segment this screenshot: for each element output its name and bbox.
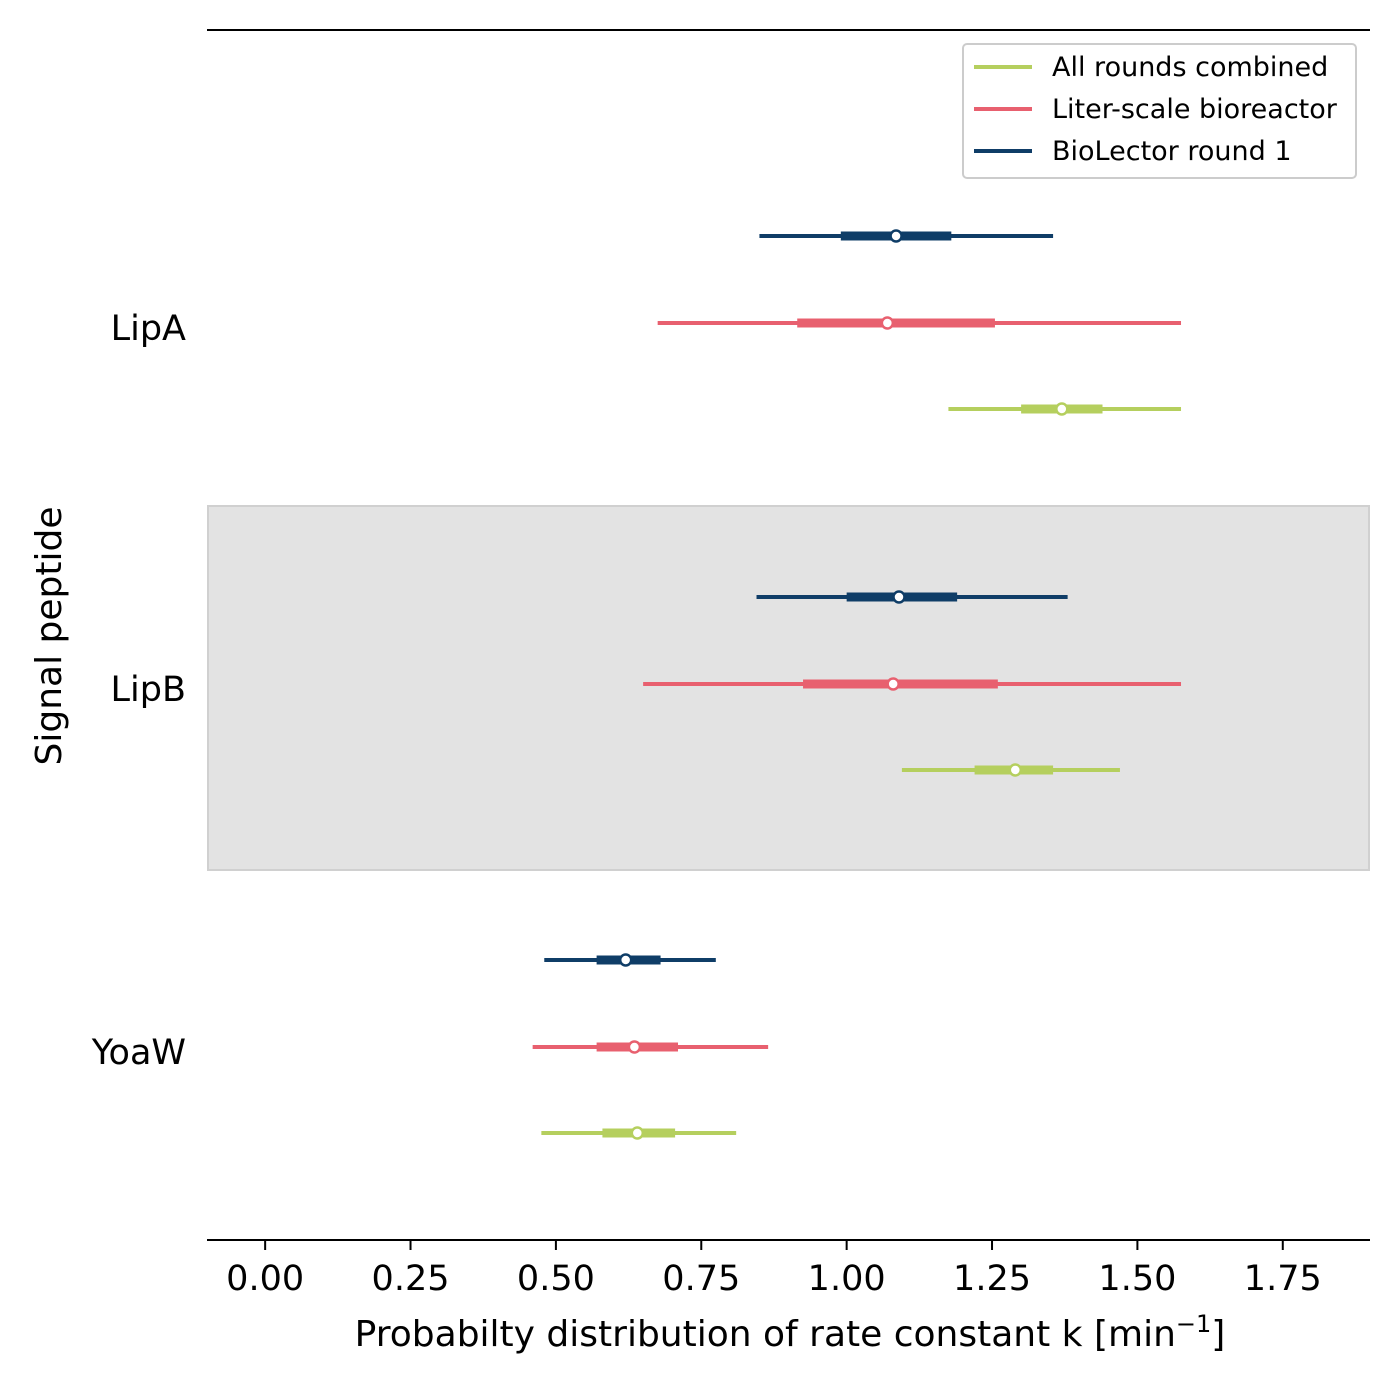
x-tick-label: 1.75 — [1244, 1259, 1322, 1299]
interval-marks — [532, 229, 1182, 1140]
group-shading — [207, 505, 1370, 871]
median-point-biolector-round-1 — [618, 953, 633, 967]
x-axis-label: Probabilty distribution of rate constant… — [355, 1310, 1226, 1355]
shade-band-lipb — [207, 505, 1370, 871]
x-tick-label: 0.50 — [517, 1259, 595, 1299]
y-group-label-lipb: LipB — [111, 670, 186, 710]
median-point-all-rounds-combined — [1008, 763, 1023, 777]
median-point-biolector-round-1 — [892, 590, 906, 604]
median-point-biolector-round-1 — [889, 229, 903, 243]
x-tick-label: 1.25 — [953, 1259, 1031, 1299]
legend: All rounds combined Liter-scale bioreacto… — [962, 43, 1357, 179]
x-tick-label: 1.00 — [808, 1259, 886, 1299]
y-axis-label: Signal peptide — [29, 507, 70, 766]
median-point-liter-scale-bioreactor — [886, 677, 900, 691]
legend-label-biolector-round-1: BioLector round 1 — [1052, 136, 1292, 167]
x-tick-label: 1.50 — [1098, 1259, 1176, 1299]
legend-frame — [962, 43, 1357, 179]
y-group-label-lipa: LipA — [111, 309, 186, 349]
legend-label-all-rounds-combined: All rounds combined — [1052, 52, 1328, 83]
x-axis-ticks: 0.00 0.25 0.50 0.75 1.00 1.25 1.50 1.75 — [226, 1240, 1322, 1299]
median-point-liter-scale-bioreactor — [627, 1040, 642, 1054]
x-tick-label: 0.75 — [662, 1259, 740, 1299]
x-tick-label: 0.25 — [372, 1259, 450, 1299]
median-point-all-rounds-combined — [630, 1126, 645, 1140]
x-axis-label-suffix: ] — [1211, 1314, 1225, 1355]
x-axis-label-superscript: −1 — [1176, 1310, 1211, 1338]
median-point-all-rounds-combined — [1055, 402, 1069, 416]
median-point-liter-scale-bioreactor — [880, 316, 895, 330]
y-axis-group-labels: LipA LipB YoaW — [91, 309, 207, 1073]
y-group-label-yoaw: YoaW — [91, 1033, 186, 1073]
legend-label-liter-scale-bioreactor: Liter-scale bioreactor — [1052, 94, 1338, 125]
x-tick-label: 0.00 — [226, 1259, 304, 1299]
